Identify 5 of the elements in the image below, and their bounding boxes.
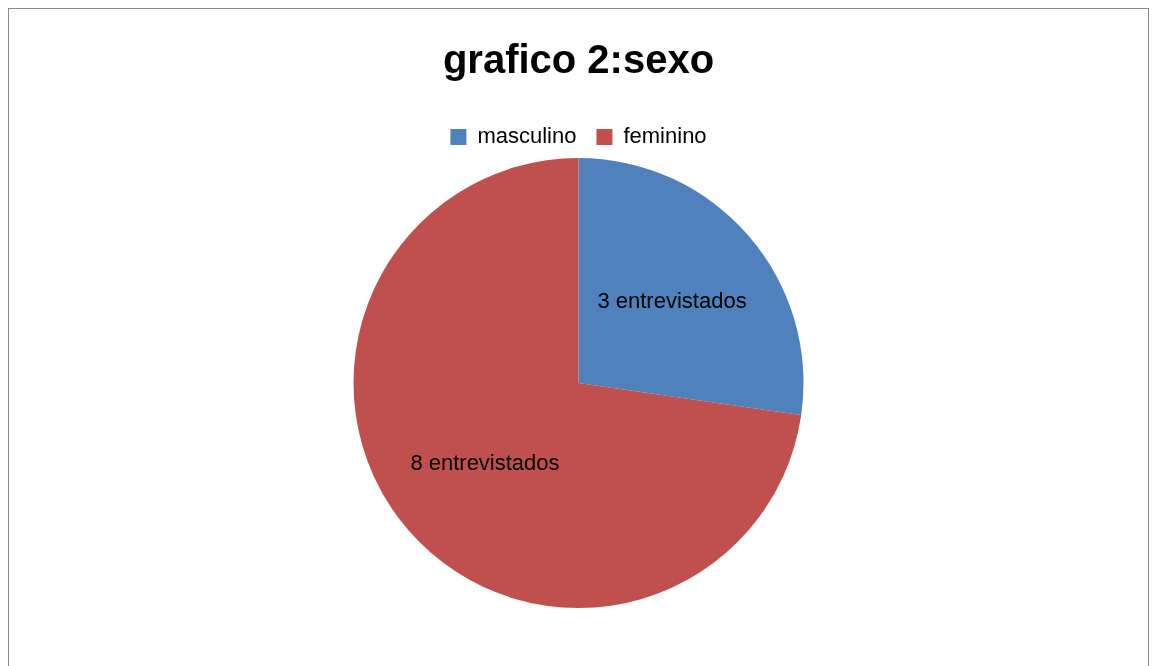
legend-label: masculino: [477, 123, 577, 149]
data-label: 8 entrevistados: [410, 450, 560, 476]
chart-title: grafico 2:sexo: [442, 37, 715, 82]
data-label: 3 entrevistados: [597, 288, 747, 314]
legend-label: feminino: [623, 123, 707, 149]
